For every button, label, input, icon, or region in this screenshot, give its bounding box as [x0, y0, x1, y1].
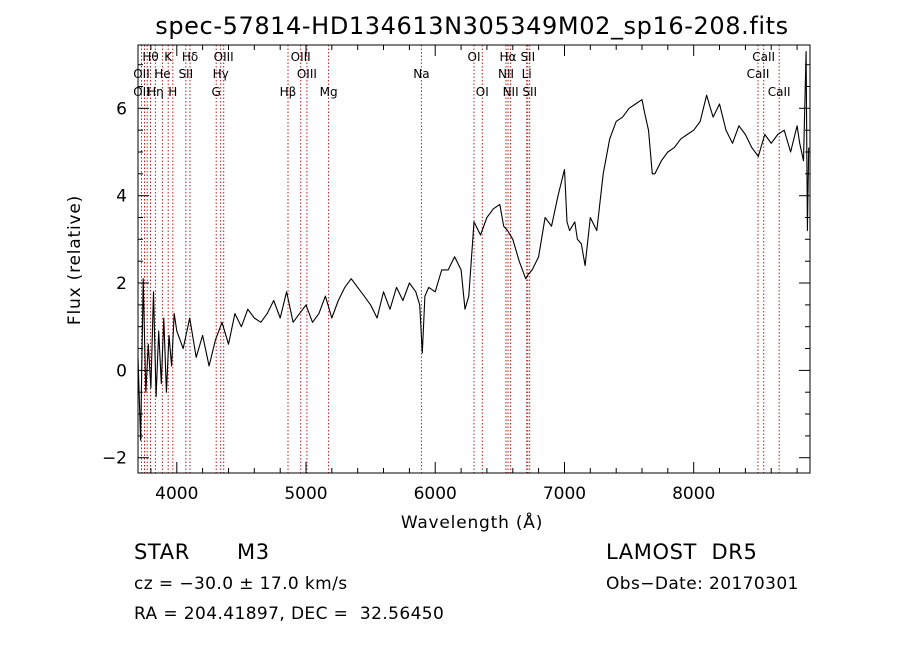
chart-title: spec-57814-HD134613N305349M02_sp16-208.f… — [155, 12, 789, 40]
x-tick-label: 4000 — [155, 484, 198, 504]
line-label: SII — [520, 50, 535, 64]
x-tick-label: 7000 — [543, 484, 586, 504]
y-tick-label: 2 — [116, 274, 127, 294]
y-axis-ticks: −2 0 2 4 6 — [102, 64, 810, 469]
y-axis-label: Flux (relative) — [65, 195, 85, 325]
line-label: Hδ — [182, 50, 198, 64]
class-label: STAR — [134, 540, 190, 564]
line-label: OIII — [291, 50, 311, 64]
line-label: Hθ — [142, 50, 158, 64]
line-label: Hη — [147, 85, 164, 99]
spectrum-line — [137, 51, 810, 441]
x-tick-label: 6000 — [414, 484, 457, 504]
line-label: He — [154, 67, 170, 81]
obs-date-label: Obs−Date: 20170301 — [606, 574, 799, 594]
line-label: Hα — [500, 50, 517, 64]
line-label: Li — [522, 67, 532, 81]
line-label: Mg — [320, 85, 338, 99]
y-tick-label: 6 — [116, 99, 127, 119]
plot-frame — [137, 44, 811, 474]
y-tick-label: 0 — [116, 361, 127, 381]
line-label: K — [164, 50, 173, 64]
line-label: OIII — [214, 50, 234, 64]
line-label: OII — [133, 67, 150, 81]
line-label: OI — [476, 85, 489, 99]
x-tick-label: 8000 — [672, 484, 715, 504]
line-label: SII — [522, 85, 537, 99]
survey-label: LAMOST DR5 — [606, 540, 757, 564]
line-label: Hβ — [280, 85, 297, 99]
x-axis-ticks: 4000 5000 6000 7000 8000 — [150, 45, 798, 504]
y-tick-label: −2 — [102, 449, 127, 469]
spectrum-series — [137, 51, 810, 441]
line-label: NII — [503, 85, 519, 99]
coordinates-label: RA = 204.41897, DEC = 32.56450 — [134, 604, 444, 624]
x-axis-label: Wavelength (Å) — [401, 511, 543, 533]
line-label: H — [168, 85, 177, 99]
emission-line-markers — [141, 45, 780, 473]
axes-frame — [137, 44, 811, 474]
x-tick-label: 5000 — [284, 484, 327, 504]
line-label: OIII — [297, 67, 317, 81]
line-label: Na — [413, 67, 429, 81]
line-label: CaII — [747, 67, 770, 81]
line-label: NII — [498, 67, 514, 81]
line-label: SII — [178, 67, 193, 81]
line-label: G — [212, 85, 221, 99]
subclass-label: M3 — [237, 540, 270, 564]
line-label: CaII — [768, 85, 791, 99]
line-label: CaII — [752, 50, 775, 64]
line-label: OII — [133, 85, 150, 99]
y-tick-label: 4 — [116, 187, 127, 207]
redshift-label: cz = −30.0 ± 17.0 km/s — [134, 574, 348, 594]
line-label: Hγ — [213, 67, 229, 81]
line-label: OI — [468, 50, 481, 64]
